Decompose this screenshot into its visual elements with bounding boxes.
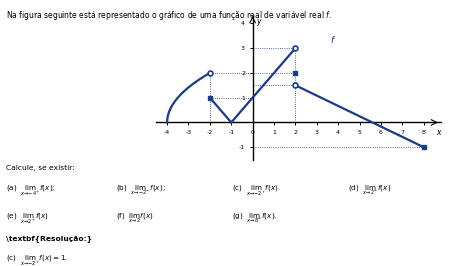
Text: (a)  $\lim_{x\to-4^+} f(x)$;: (a) $\lim_{x\to-4^+} f(x)$; bbox=[6, 184, 55, 198]
Text: Na figura seguinte está representado o gráfico de uma função real de variável re: Na figura seguinte está representado o g… bbox=[6, 9, 331, 22]
Text: Calcule, se existir:: Calcule, se existir: bbox=[6, 165, 74, 172]
Text: (b)  $\lim_{x\to-2^-} f(x)$;: (b) $\lim_{x\to-2^-} f(x)$; bbox=[116, 184, 166, 197]
Text: (d)  $\lim_{x\to 2^-} f(x)$: (d) $\lim_{x\to 2^-} f(x)$ bbox=[348, 184, 392, 197]
Text: $y$: $y$ bbox=[256, 17, 263, 28]
Text: $f$: $f$ bbox=[329, 34, 336, 45]
Text: $x$: $x$ bbox=[437, 128, 443, 137]
Text: (c)  $\lim_{x\to-2^+} f(x)$: (c) $\lim_{x\to-2^+} f(x)$ bbox=[232, 184, 279, 198]
Text: (g)  $\lim_{x\to 8^-} f(x)$.: (g) $\lim_{x\to 8^-} f(x)$. bbox=[232, 211, 278, 225]
Text: (c)  $\lim_{x\to-2^+} f(x)= 1$.: (c) $\lim_{x\to-2^+} f(x)= 1$. bbox=[6, 253, 68, 266]
Text: (f)  $\lim_{x\to 2} f(x)$: (f) $\lim_{x\to 2} f(x)$ bbox=[116, 211, 154, 225]
Text: (e)  $\lim_{x\to 2^+} f(x)$: (e) $\lim_{x\to 2^+} f(x)$ bbox=[6, 211, 49, 226]
Text: \textbf{Resolução:}: \textbf{Resolução:} bbox=[6, 235, 92, 242]
